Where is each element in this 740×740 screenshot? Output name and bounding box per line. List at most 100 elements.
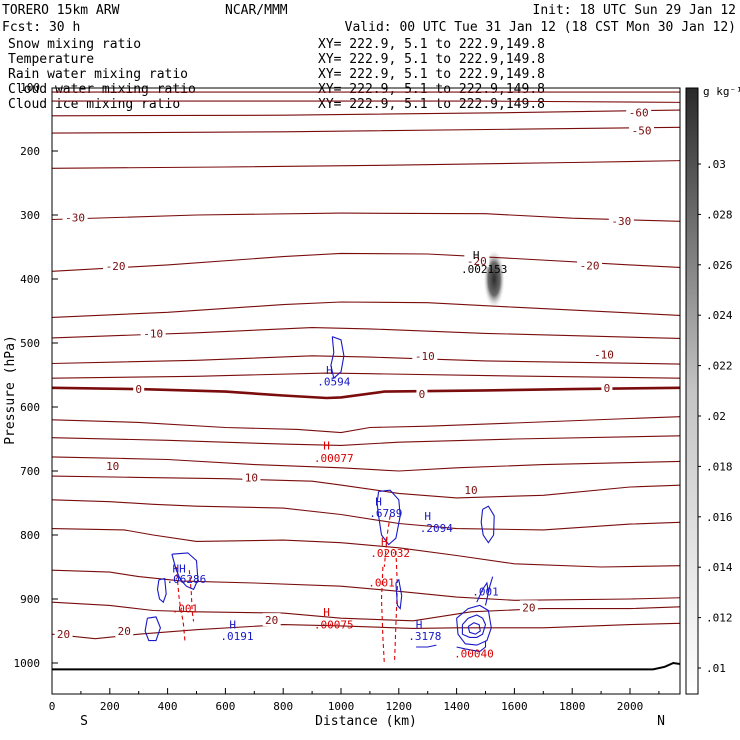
cloud-water-contour (376, 489, 401, 546)
y-tick-label: 600 (20, 401, 40, 414)
contour-label: H (375, 496, 382, 509)
legend-item-name: Cloud ice mixing ratio (8, 97, 180, 112)
contour-label: .00075 (314, 619, 354, 632)
temperature-contour (52, 416, 680, 434)
contour-label-bg (103, 259, 129, 273)
contour-label: .6789 (369, 507, 402, 520)
contour-label: -30 (65, 212, 85, 225)
contour-label: .0594 (317, 375, 350, 388)
cloud-water-contour (484, 576, 494, 606)
y-tick-label: 500 (20, 337, 40, 350)
contour-label: HH (173, 562, 186, 575)
contour-label: 10 (245, 471, 258, 484)
y-tick-label: 1000 (14, 657, 41, 670)
valid-time: Valid: 00 UTC Tue 31 Jan 12 (18 CST Mon … (345, 20, 736, 35)
contour-label: .001 (172, 603, 199, 616)
contour-label: .2094 (420, 522, 453, 535)
colorbar-label: .01 (706, 662, 726, 675)
cloud-water-contour (144, 616, 161, 642)
contour-label: .00040 (454, 647, 494, 660)
legend-item-name: Rain water mixing ratio (8, 67, 188, 82)
legend-item-xy: XY= 222.9, 5.1 to 222.9,149.8 (318, 52, 545, 67)
contour-label: -10 (415, 350, 435, 363)
cloud-water-contour (476, 581, 489, 603)
contour-label: H (323, 439, 330, 452)
freezing-level-contour (52, 386, 680, 400)
x-tick-label: 600 (215, 700, 235, 713)
temperature-contour (52, 456, 680, 472)
colorbar-unit: g kg⁻¹ (703, 85, 740, 98)
temperature-contour (52, 212, 680, 222)
contour-label-bg (608, 213, 634, 227)
colorbar-label: .026 (706, 259, 733, 272)
north-end-label: N (657, 714, 665, 729)
x-tick-label: 1800 (559, 700, 586, 713)
temperature-contour (52, 100, 680, 103)
x-tick-label: 1200 (386, 700, 413, 713)
contour-label-bg (140, 326, 166, 340)
cloud-ice-max-marker: H (473, 249, 480, 262)
temperature-contour (52, 327, 680, 339)
contour-label: H (323, 606, 330, 619)
contour-label-bg (115, 624, 134, 637)
contour-label-bg (412, 348, 438, 362)
contour-label-bg (262, 613, 281, 627)
contour-label-bg (629, 123, 655, 137)
contour-label: 20 (57, 628, 70, 641)
colorbar-label: .03 (706, 158, 726, 171)
cloud-ice-max-label: .002153 (461, 263, 507, 276)
temperature-contour (52, 372, 680, 379)
x-axis-title: Distance (km) (315, 714, 417, 729)
rain-water-contour (380, 566, 385, 664)
x-tick-label: 200 (100, 700, 120, 713)
field-legend: Snow mixing ratio XY= 222.9, 5.1 to 222.9… (8, 37, 545, 112)
south-end-label: S (80, 714, 88, 729)
cloud-water-contour (456, 604, 492, 646)
contour-label: 0 (135, 383, 142, 396)
y-tick-label: 400 (20, 273, 40, 286)
x-tick-label: 800 (273, 700, 293, 713)
temperature-contour (52, 601, 680, 622)
colorbar-label: .024 (706, 309, 733, 322)
legend-item-name: Cloud water mixing ratio (8, 82, 196, 97)
contour-label: 0 (604, 382, 611, 395)
contour-label: 20 (522, 601, 535, 614)
legend-item-xy: XY= 222.9, 5.1 to 222.9,149.8 (318, 67, 545, 82)
temperature-contour (52, 301, 680, 318)
colorbar-scale (685, 87, 699, 695)
x-tick-label: 2000 (617, 700, 644, 713)
cloud-water-contour (330, 336, 345, 380)
temperature-contour (52, 109, 680, 117)
y-tick-label: 700 (20, 465, 40, 478)
contour-label: -20 (467, 255, 487, 268)
contour-label: .0191 (220, 630, 253, 643)
contour-label-bg (242, 470, 261, 484)
init-time: Init: 18 UTC Sun 29 Jan 12 (533, 3, 737, 18)
temperature-contour (52, 160, 680, 169)
contour-label: -60 (629, 107, 649, 120)
contour-label: 20 (265, 614, 278, 627)
contour-label-bg (601, 380, 613, 394)
contour-label: H (381, 535, 388, 548)
cloud-water-contour (395, 578, 403, 610)
colorbar-label: .022 (706, 360, 733, 373)
temperature-contour (52, 126, 680, 134)
colorbar: .01 .012 .014 .016 .018 .02 .022 .024 .026 .028 .0… (685, 85, 740, 695)
contour-label-bg (133, 382, 145, 396)
y-tick-label: 300 (20, 209, 40, 222)
colorbar-label: .016 (706, 511, 733, 524)
contour-label-bg (103, 458, 122, 472)
contour-label-bg (416, 387, 428, 401)
y-tick-label: 800 (20, 529, 40, 542)
contour-label: .02032 (370, 547, 410, 560)
cloud-water-contour (456, 640, 487, 653)
contour-label-bg (62, 210, 88, 224)
y-tick-label: 100 (20, 81, 40, 94)
x-tick-label: 400 (158, 700, 178, 713)
temperature-contour (52, 475, 680, 499)
y-tick-label: 900 (20, 593, 40, 606)
contour-label: .001 (368, 576, 395, 589)
center-title: NCAR/MMM (225, 3, 288, 18)
contour-label: H (424, 510, 431, 523)
